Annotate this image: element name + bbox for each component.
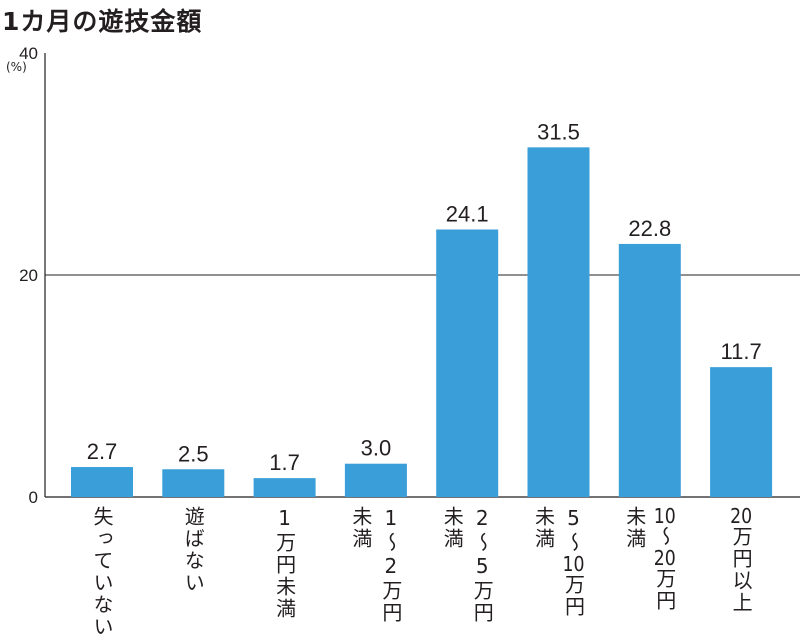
category-label: 1～2万円 未満 — [348, 506, 403, 624]
category-label-column: 未満 — [440, 506, 465, 550]
bar — [344, 463, 407, 497]
y-tick-label: 40 — [19, 44, 38, 63]
bar-chart: 0 20 40 2.7 2.5 1.7 3.0 24.1 31.5 22.8 11.7 — [19, 44, 800, 507]
y-axis-unit: (%) — [6, 60, 27, 74]
y-tick-label: 20 — [19, 266, 38, 285]
category-label-column: 1 — [272, 506, 297, 532]
bar — [527, 147, 590, 497]
category-label-column: 未満 — [622, 506, 647, 550]
bar — [253, 478, 316, 497]
value-label: 22.8 — [628, 216, 671, 241]
category-label: 遊ばない — [181, 506, 206, 594]
category-label-column: 1～2万円 — [378, 506, 403, 624]
value-label: 2.7 — [87, 439, 118, 464]
category-label-column: 遊ばない — [181, 506, 206, 594]
bar — [71, 467, 133, 497]
value-label: 3.0 — [361, 436, 392, 461]
category-label-column: 失っていない — [90, 506, 114, 638]
chart-title: 1カ月の遊技金額 — [2, 7, 203, 36]
category-label-column: 未満 — [531, 506, 556, 550]
category-label-column: 20万円以上 — [729, 506, 754, 614]
category-label: 1 万円未満 — [272, 506, 297, 620]
value-label: 1.7 — [269, 450, 300, 475]
value-label: 11.7 — [721, 339, 762, 364]
y-tick-label: 0 — [29, 488, 38, 507]
bar — [436, 229, 499, 498]
value-label: 24.1 — [446, 201, 489, 226]
bar — [710, 367, 773, 497]
category-label: 2～5万円 未満 — [440, 506, 495, 624]
category-label-column: 5～10万円 — [561, 506, 586, 618]
bar — [618, 243, 681, 497]
category-label-column: 2～5万円 — [470, 506, 495, 624]
value-label: 2.5 — [178, 441, 209, 466]
category-label-column: 10～20万円 — [652, 506, 677, 612]
category-label: 5～10万円 未満 — [531, 506, 586, 618]
category-label: 10～20万円 未満 — [622, 506, 677, 612]
category-label-column: 万円未満 — [272, 532, 297, 620]
bar — [162, 469, 225, 497]
category-label: 20万円以上 — [729, 506, 754, 614]
category-label: 失っていない — [90, 506, 114, 638]
category-label-column: 未満 — [348, 506, 373, 550]
value-label: 31.5 — [537, 119, 580, 144]
